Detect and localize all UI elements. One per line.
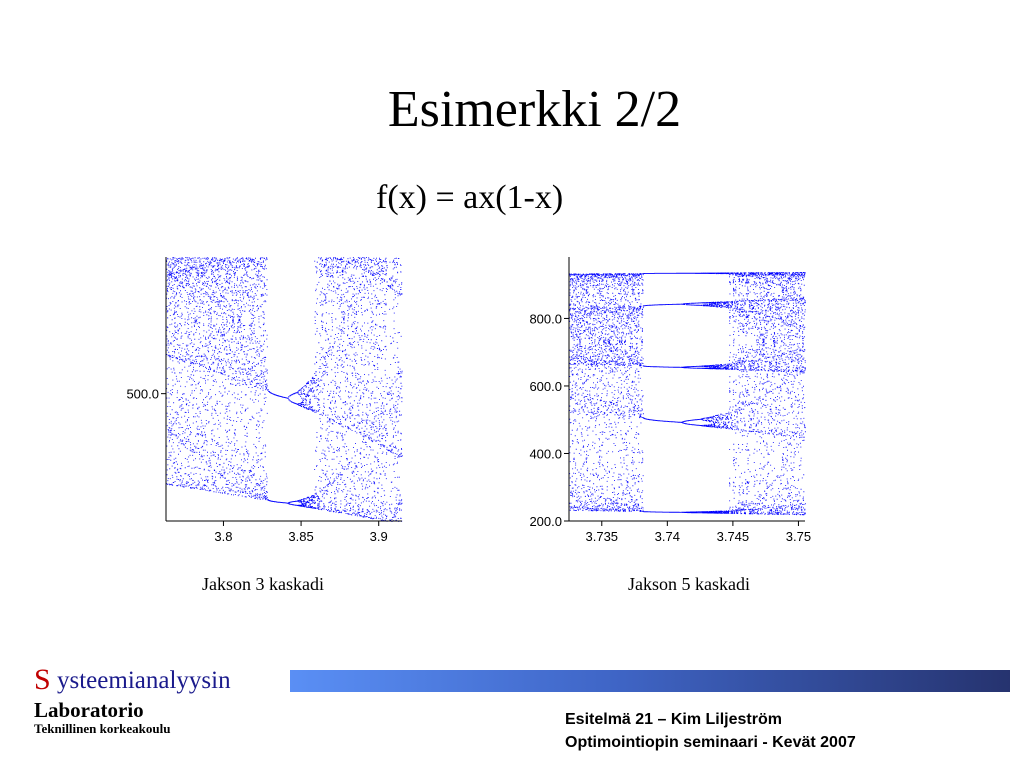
logo-gradient-bar [290,670,1010,692]
y-tick-label: 600.0 [529,379,562,394]
bifurcation-chart-2: 3.735 3.74 3.745 3.75 200.0 400.0 600.0 800.0 [529,257,811,544]
logo-initial: S [34,663,51,696]
caption-period-3: Jakson 3 kaskadi [202,574,324,594]
x-tick-label: 3.75 [786,529,811,544]
footer-line-2: Optimointiopin seminaari - Kevät 2007 [565,734,856,751]
bifurcation-points [569,272,806,516]
school-name: Teknillinen korkeakoulu [34,721,171,736]
formula: f(x) = ax(1-x) [376,179,564,216]
x-tick-label: 3.735 [586,529,619,544]
x-tick-label: 3.9 [370,529,388,544]
y-tick-label: 400.0 [529,446,562,461]
x-tick-label: 3.8 [214,529,232,544]
y-tick-label: 500.0 [126,387,159,402]
lab-name: Laboratorio [34,698,144,722]
bifurcation-points [166,257,403,522]
plot-period-3-cascade: 3.8 3.85 3.9 500.0 [110,250,410,550]
y-tick-label: 200.0 [529,514,562,529]
footer-line-1: Esitelmä 21 – Kim Liljeström [565,711,782,728]
plot-period-5-cascade: 3.735 3.74 3.745 3.75 200.0 400.0 600.0 800.0 [515,250,830,550]
bifurcation-chart-1: 3.8 3.85 3.9 500.0 [126,257,403,544]
x-tick-label: 3.74 [655,529,680,544]
x-tick-label: 3.85 [288,529,313,544]
slide-title: Esimerkki 2/2 [387,81,682,138]
x-tick-label: 3.745 [717,529,750,544]
y-tick-label: 800.0 [529,311,562,326]
logo-word: ysteemianalyysin [57,667,231,694]
caption-period-5: Jakson 5 kaskadi [628,574,750,594]
